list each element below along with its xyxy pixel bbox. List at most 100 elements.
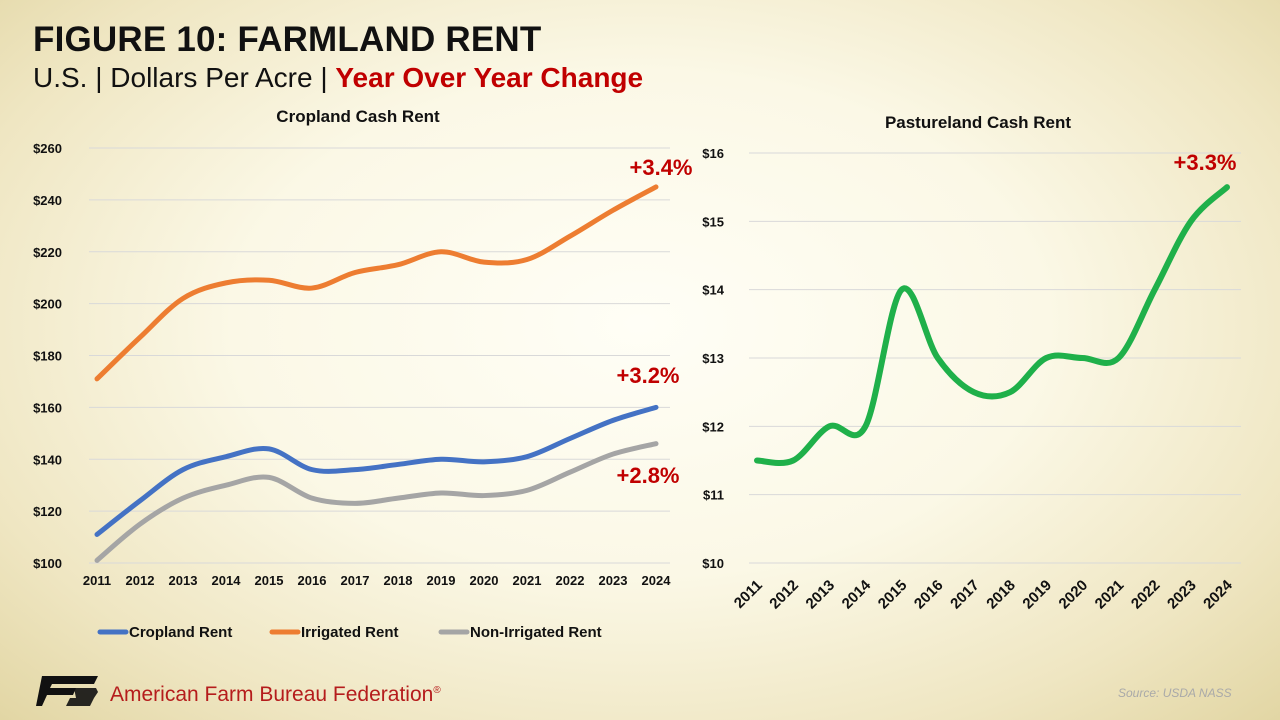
- y-tick-label: $15: [702, 214, 724, 229]
- x-tick-label: 2011: [83, 573, 111, 588]
- data-point-non_irrigated: [655, 443, 657, 445]
- data-point-irrigated: [354, 272, 356, 273]
- data-point-pasture: [1009, 391, 1011, 393]
- data-point-irrigated: [526, 259, 528, 261]
- data-point-cropland: [96, 533, 98, 535]
- data-point-pasture: [1118, 357, 1120, 359]
- x-tick-label: 2016: [911, 577, 947, 613]
- y-tick-label: $12: [702, 419, 724, 434]
- y-tick-label: $180: [33, 349, 62, 364]
- data-point-non_irrigated: [526, 489, 528, 491]
- x-tick-label: 2022: [556, 573, 585, 588]
- data-point-irrigated: [655, 186, 657, 188]
- y-tick-label: $10: [702, 556, 724, 571]
- data-point-pasture: [1154, 289, 1156, 291]
- data-point-pasture: [901, 289, 903, 291]
- x-tick-label: 2017: [341, 573, 370, 588]
- y-tick-label: $240: [33, 193, 62, 208]
- y-tick-label: $140: [33, 452, 62, 467]
- data-point-cropland: [139, 500, 141, 502]
- annotation-non_irrigated: +2.8%: [617, 463, 680, 488]
- chart-title: Cropland Cash Rent: [276, 107, 440, 126]
- x-tick-label: 2013: [169, 573, 198, 588]
- data-point-irrigated: [612, 209, 614, 211]
- data-point-pasture: [1226, 186, 1228, 188]
- data-point-irrigated: [268, 279, 270, 281]
- chart-title: Pastureland Cash Rent: [885, 113, 1071, 132]
- page-title: FIGURE 10: FARMLAND RENT: [33, 20, 542, 59]
- x-tick-label: 2019: [1019, 577, 1055, 613]
- x-tick-label: 2014: [839, 576, 875, 612]
- subtitle-plain: U.S. | Dollars Per Acre |: [33, 62, 336, 93]
- data-point-cropland: [655, 406, 657, 408]
- data-point-irrigated: [139, 336, 141, 338]
- data-point-cropland: [440, 458, 442, 460]
- data-point-non_irrigated: [397, 497, 399, 499]
- x-tick-label: 2019: [427, 573, 456, 588]
- x-tick-label: 2018: [983, 577, 1019, 613]
- data-point-non_irrigated: [96, 559, 98, 561]
- x-tick-label: 2021: [1092, 577, 1128, 613]
- x-tick-label: 2023: [599, 573, 628, 588]
- data-point-non_irrigated: [182, 497, 184, 499]
- y-tick-label: $14: [702, 283, 724, 298]
- annotation-pasture: +3.3%: [1174, 150, 1237, 175]
- data-point-pasture: [1081, 357, 1083, 359]
- y-tick-label: $260: [33, 141, 62, 156]
- data-point-irrigated: [182, 297, 184, 299]
- data-point-cropland: [311, 469, 313, 471]
- x-tick-label: 2017: [947, 577, 983, 613]
- y-tick-label: $200: [33, 297, 62, 312]
- series-line-non_irrigated: [94, 441, 659, 563]
- source-note: Source: USDA NASS: [1118, 686, 1232, 700]
- data-point-irrigated: [96, 378, 98, 380]
- data-point-irrigated: [397, 264, 399, 266]
- data-point-cropland: [526, 456, 528, 458]
- data-point-pasture: [864, 425, 866, 427]
- data-point-non_irrigated: [139, 523, 141, 525]
- x-tick-label: 2015: [875, 577, 911, 613]
- series-line-irrigated: [94, 184, 659, 382]
- data-point-cropland: [397, 463, 399, 465]
- y-tick-label: $160: [33, 400, 62, 415]
- data-point-cropland: [483, 461, 485, 463]
- x-tick-label: 2023: [1164, 577, 1200, 613]
- data-point-irrigated: [225, 282, 227, 284]
- x-tick-label: 2013: [803, 577, 839, 613]
- data-point-cropland: [225, 456, 227, 458]
- data-point-irrigated: [569, 235, 571, 237]
- x-tick-label: 2021: [513, 573, 542, 588]
- x-tick-label: 2012: [766, 577, 802, 613]
- data-point-non_irrigated: [612, 453, 614, 455]
- legend-label-cropland: Cropland Rent: [129, 624, 232, 641]
- y-tick-label: $13: [702, 351, 724, 366]
- data-point-pasture: [973, 391, 975, 393]
- subtitle-accent: Year Over Year Change: [335, 62, 644, 93]
- data-point-irrigated: [483, 261, 485, 263]
- series-line-cropland: [94, 404, 659, 537]
- data-point-pasture: [756, 460, 758, 461]
- legend-label-irrigated: Irrigated Rent: [301, 624, 399, 641]
- data-point-pasture: [792, 460, 794, 461]
- data-point-pasture: [828, 425, 830, 427]
- data-point-irrigated: [311, 287, 313, 289]
- x-tick-label: 2012: [126, 573, 155, 588]
- x-tick-label: 2015: [255, 573, 284, 588]
- data-point-non_irrigated: [311, 497, 313, 499]
- x-tick-label: 2011: [731, 577, 766, 612]
- chart-1: Cropland Cash Rent $100 $120 $140 $160 $180 $2…: [33, 107, 692, 641]
- y-tick-label: $100: [33, 556, 62, 571]
- data-point-non_irrigated: [569, 471, 571, 473]
- data-point-cropland: [182, 469, 184, 471]
- y-tick-label: $220: [33, 245, 62, 260]
- x-tick-label: 2024: [1200, 576, 1236, 612]
- data-point-cropland: [569, 438, 571, 439]
- data-point-irrigated: [440, 251, 442, 253]
- data-point-cropland: [354, 469, 356, 471]
- data-point-non_irrigated: [440, 492, 442, 494]
- x-tick-label: 2018: [384, 573, 413, 588]
- x-tick-label: 2020: [1056, 577, 1092, 613]
- footer-org-name: American Farm Bureau Federation: [110, 683, 434, 706]
- data-point-non_irrigated: [268, 476, 270, 478]
